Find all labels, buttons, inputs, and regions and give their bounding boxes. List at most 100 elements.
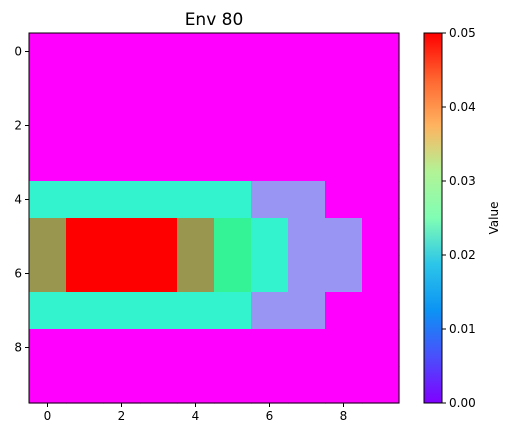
heatmap-cell-r0-c6 (251, 33, 289, 71)
heatmap-cell-r1-c4 (177, 70, 215, 108)
heatmap-cell-r5-c1 (66, 218, 104, 256)
colorbar (423, 32, 443, 404)
heatmap-cell-r7-c2 (103, 292, 141, 330)
heatmap-cell-r3-c0 (29, 144, 67, 182)
heatmap-cell-r2-c0 (29, 107, 67, 145)
colorbar-tick-label: 0.01 (449, 322, 476, 336)
heatmap-cell-r7-c5 (214, 292, 252, 330)
heatmap-cell-r6-c9 (362, 255, 400, 293)
heatmap-cell-r5-c5 (214, 218, 252, 256)
heatmap-cell-r8-c7 (288, 329, 326, 367)
heatmap-cell-r2-c9 (362, 107, 400, 145)
heatmap-cell-r0-c7 (288, 33, 326, 71)
heatmap-cell-r7-c4 (177, 292, 215, 330)
y-tick-label: 2 (14, 119, 22, 133)
heatmap-cell-r2-c5 (214, 107, 252, 145)
colorbar-tick-label: 0.04 (449, 100, 476, 114)
heatmap-cell-r2-c4 (177, 107, 215, 145)
heatmap-cell-r6-c2 (103, 255, 141, 293)
x-tick-label: 4 (192, 409, 200, 423)
heatmap-cell-r6-c3 (140, 255, 178, 293)
heatmap-cell-r3-c7 (288, 144, 326, 182)
heatmap-cell-r0-c9 (362, 33, 400, 71)
heatmap-cell-r9-c9 (362, 366, 400, 404)
heatmap-cell-r5-c7 (288, 218, 326, 256)
heatmap-cell-r4-c0 (29, 181, 67, 219)
heatmap-cell-r1-c6 (251, 70, 289, 108)
heatmap-cell-r8-c3 (140, 329, 178, 367)
heatmap-cell-r2-c3 (140, 107, 178, 145)
heatmap-cell-r4-c4 (177, 181, 215, 219)
heatmap-cell-r9-c3 (140, 366, 178, 404)
heatmap-cell-r4-c9 (362, 181, 400, 219)
heatmap-cell-r4-c3 (140, 181, 178, 219)
heatmap-cell-r0-c4 (177, 33, 215, 71)
heatmap-cell-r5-c2 (103, 218, 141, 256)
heatmap-cell-r5-c9 (362, 218, 400, 256)
x-tick-label: 2 (118, 409, 126, 423)
heatmap-cell-r8-c5 (214, 329, 252, 367)
heatmap-cell-r1-c7 (288, 70, 326, 108)
heatmap-cell-r1-c5 (214, 70, 252, 108)
heatmap-cell-r6-c5 (214, 255, 252, 293)
heatmap-cell-r7-c7 (288, 292, 326, 330)
x-tick-label: 6 (266, 409, 274, 423)
heatmap-cell-r4-c8 (325, 181, 363, 219)
heatmap-cell-r3-c1 (66, 144, 104, 182)
colorbar-tick-label: 0.02 (449, 248, 476, 262)
colorbar-tick-label: 0.03 (449, 174, 476, 188)
y-tick-label: 6 (14, 267, 22, 281)
heatmap-cell-r0-c1 (66, 33, 104, 71)
heatmap-cell-r3-c5 (214, 144, 252, 182)
heatmap-cell-r3-c9 (362, 144, 400, 182)
plot-frame (28, 32, 400, 404)
heatmap-cell-r7-c1 (66, 292, 104, 330)
heatmap-cell-r8-c9 (362, 329, 400, 367)
x-tick-label: 8 (340, 409, 348, 423)
y-tick-label: 4 (14, 193, 22, 207)
colorbar-axis: 0.00 0.01 0.02 0.03 0.04 0.05 (442, 26, 476, 410)
heatmap-cell-r5-c6 (251, 218, 289, 256)
heatmap-cell-r3-c2 (103, 144, 141, 182)
heatmap-cell-r1-c1 (66, 70, 104, 108)
heatmap-cell-r2-c6 (251, 107, 289, 145)
heatmap-cell-r2-c2 (103, 107, 141, 145)
heatmap-cell-r0-c2 (103, 33, 141, 71)
heatmap-cell-r7-c6 (251, 292, 289, 330)
heatmap-cell-r9-c2 (103, 366, 141, 404)
heatmap-cell-r5-c8 (325, 218, 363, 256)
heatmap-cell-r4-c7 (288, 181, 326, 219)
heatmap-cell-r1-c8 (325, 70, 363, 108)
heatmap-cell-r1-c9 (362, 70, 400, 108)
heatmap-cell-r8-c4 (177, 329, 215, 367)
heatmap-cell-r3-c3 (140, 144, 178, 182)
heatmap-cell-r5-c0 (29, 218, 67, 256)
heatmap-cell-r1-c2 (103, 70, 141, 108)
colorbar-label: Value (487, 202, 501, 235)
heatmap-cell-r6-c8 (325, 255, 363, 293)
heatmap-cell-r2-c7 (288, 107, 326, 145)
heatmap-cell-r1-c3 (140, 70, 178, 108)
heatmap-cell-r7-c0 (29, 292, 67, 330)
heatmap-cell-r0-c5 (214, 33, 252, 71)
heatmap-cell-r7-c9 (362, 292, 400, 330)
heatmap-cell-r7-c3 (140, 292, 178, 330)
colorbar-tick-label: 0.05 (449, 26, 476, 40)
heatmap-cell-r9-c6 (251, 366, 289, 404)
heatmap-cell-r8-c8 (325, 329, 363, 367)
heatmap-cell-r4-c6 (251, 181, 289, 219)
heatmap-cell-r3-c6 (251, 144, 289, 182)
heatmap-cell-r9-c4 (177, 366, 215, 404)
heatmap-cells (29, 33, 400, 404)
heatmap-cell-r6-c0 (29, 255, 67, 293)
heatmap-cell-r0-c0 (29, 33, 67, 71)
heatmap-cell-r6-c1 (66, 255, 104, 293)
y-axis: 0 2 4 6 8 (14, 45, 29, 355)
heatmap-cell-r6-c7 (288, 255, 326, 293)
colorbar-tick-label: 0.00 (449, 396, 476, 410)
heatmap-cell-r3-c8 (325, 144, 363, 182)
heatmap-cell-r9-c7 (288, 366, 326, 404)
heatmap-cell-r8-c0 (29, 329, 67, 367)
chart-title: Env 80 (185, 10, 244, 30)
